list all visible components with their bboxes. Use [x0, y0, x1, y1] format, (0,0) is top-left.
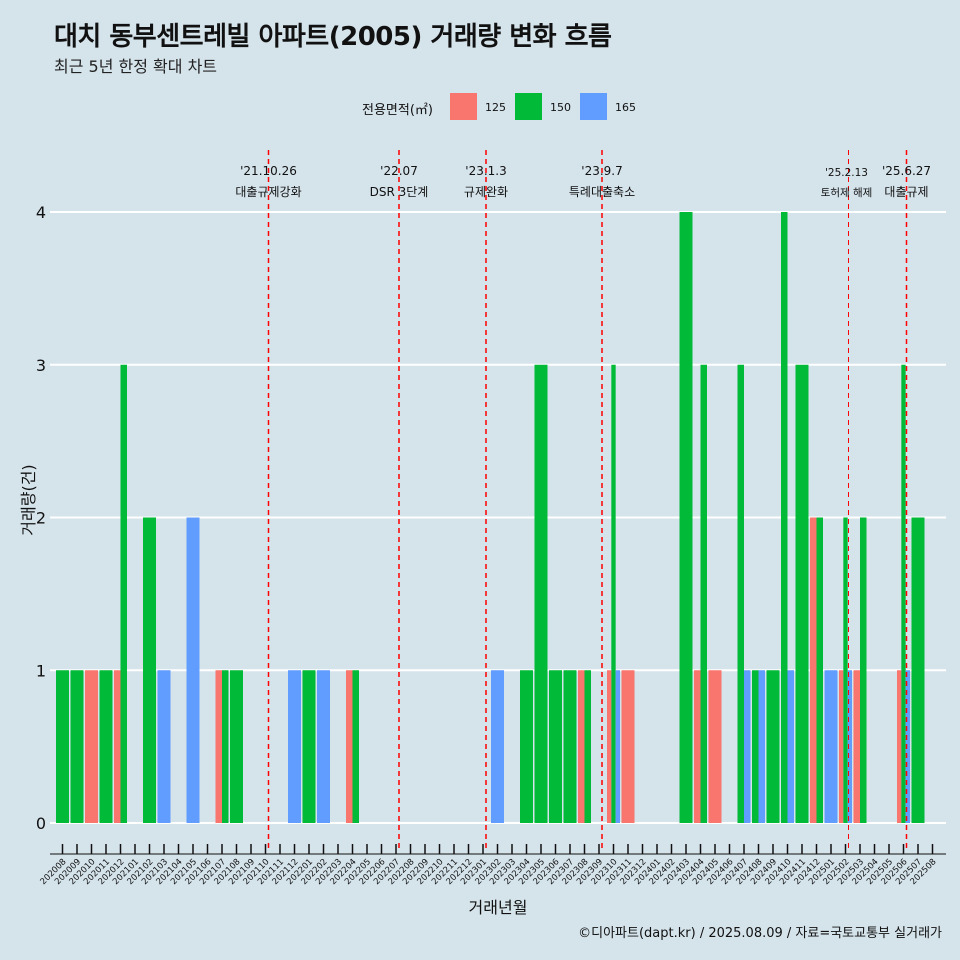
annotation-label: 토허제 해제: [821, 186, 873, 199]
bar: [694, 670, 701, 823]
bar: [611, 364, 616, 823]
bar: [186, 517, 200, 823]
bar: [737, 364, 744, 823]
bar: [621, 670, 635, 823]
annotation-date: '25.6.27: [882, 164, 931, 178]
annotation-label: 특례대출축소: [569, 185, 635, 199]
bar: [563, 670, 577, 823]
legend-key-165: [580, 93, 607, 120]
x-axis-title: 거래년월: [469, 898, 528, 917]
bar: [752, 670, 759, 823]
bar: [215, 670, 222, 823]
bar: [346, 670, 353, 823]
bar: [56, 670, 69, 823]
y-tick-label: 3: [36, 356, 46, 375]
legend-label-150: 150: [550, 101, 571, 114]
bar: [120, 364, 127, 823]
bar: [70, 670, 84, 823]
bar: [787, 670, 794, 823]
annotation-date: '23.1.3: [465, 164, 506, 178]
chart-caption: ©디아파트(dapt.kr) / 2025.08.09 / 자료=국토교통부 실…: [578, 926, 942, 941]
bar: [905, 670, 910, 823]
bar: [352, 670, 359, 823]
bar: [607, 670, 612, 823]
bar: [839, 670, 844, 823]
annotation-date: '25.2.13: [825, 167, 868, 179]
bar: [143, 517, 156, 823]
legend: 전용면적(㎡) 125 150 165: [0, 92, 960, 122]
bar: [897, 670, 902, 823]
bar: [679, 212, 693, 823]
bar: [302, 670, 316, 823]
annotation-date: '22.07: [380, 164, 418, 178]
bar: [317, 670, 330, 823]
y-tick-label: 2: [36, 509, 46, 528]
legend-key-150: [515, 93, 542, 120]
bar: [843, 517, 848, 823]
bar: [860, 517, 867, 823]
legend-key-125: [450, 93, 477, 120]
legend-label-125: 125: [485, 101, 506, 114]
bar: [766, 670, 780, 823]
bar: [615, 670, 620, 823]
bar: [847, 670, 852, 823]
bar: [157, 670, 171, 823]
bar: [230, 670, 243, 823]
bar: [758, 670, 765, 823]
bar: [810, 517, 817, 823]
bar: [816, 517, 823, 823]
annotation-label: 규제완화: [464, 185, 508, 199]
annotation-label: 대출규제강화: [235, 185, 301, 199]
y-tick-label: 0: [36, 814, 46, 833]
annotation-date: '21.10.26: [240, 164, 297, 178]
annotation-date: '23.9.7: [581, 164, 622, 178]
bar: [534, 364, 548, 823]
y-axis-title: 거래량(건): [19, 464, 38, 535]
bar: [901, 364, 906, 823]
bar: [744, 670, 751, 823]
legend-title: 전용면적(㎡): [362, 103, 433, 118]
bar: [549, 670, 562, 823]
bar: [288, 670, 301, 823]
chart-title: 대치 동부센트레빌 아파트(2005) 거래량 변화 흐름: [54, 22, 612, 52]
y-tick-label: 1: [36, 661, 46, 680]
bar: [584, 670, 591, 823]
bar: [700, 364, 707, 823]
bar: [520, 670, 533, 823]
bar: [781, 212, 788, 823]
bar: [578, 670, 585, 823]
chart-subtitle: 최근 5년 한정 확대 차트: [54, 57, 218, 76]
annotation-label: DSR 3단계: [370, 185, 429, 199]
bar: [222, 670, 229, 823]
bar: [853, 670, 860, 823]
bar: [824, 670, 838, 823]
bar: [795, 364, 809, 823]
bar: [99, 670, 113, 823]
bar: [708, 670, 722, 823]
bar: [114, 670, 121, 823]
y-tick-label: 4: [36, 203, 46, 222]
bar: [85, 670, 98, 823]
bar: [911, 517, 925, 823]
bar: [491, 670, 504, 823]
legend-label-165: 165: [615, 101, 636, 114]
annotation-label: 대출규제: [884, 185, 928, 199]
